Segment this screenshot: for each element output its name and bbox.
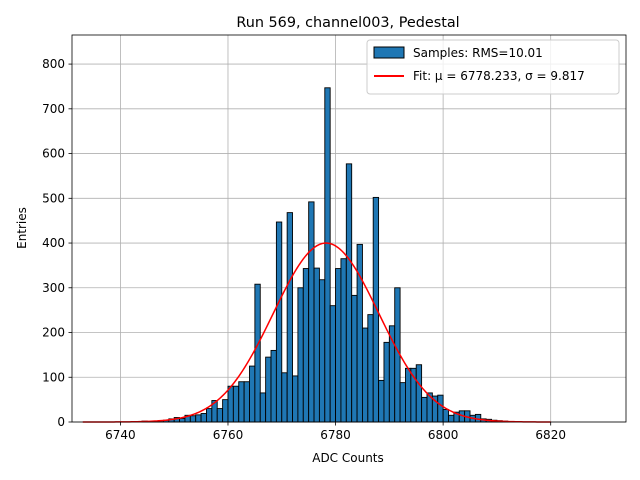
legend-histogram-patch — [373, 46, 405, 59]
histogram-bar — [216, 408, 224, 423]
histogram-bar — [308, 201, 315, 423]
histogram-bar — [340, 258, 347, 423]
y-axis-label: Entries — [15, 207, 29, 249]
y-tick-label: 700 — [42, 102, 65, 116]
histogram-bar — [206, 408, 213, 423]
histogram-bar — [302, 268, 310, 423]
histogram-bar — [324, 87, 331, 423]
histogram-bar — [292, 375, 299, 423]
histogram-bar — [286, 212, 293, 423]
histogram-bar — [351, 294, 358, 423]
y-tick-label: 500 — [42, 191, 65, 205]
histogram-bar — [195, 414, 202, 423]
histogram-bar — [405, 367, 412, 423]
histogram-bar — [222, 399, 229, 423]
x-tick-label: 6800 — [428, 428, 459, 442]
histogram-bar — [281, 372, 288, 423]
histogram-bar — [415, 364, 423, 423]
histogram-bar — [275, 221, 283, 423]
histogram-bar — [356, 243, 363, 423]
histogram-bar — [448, 414, 455, 423]
histogram-bar — [297, 287, 304, 423]
histogram-bar — [421, 396, 428, 423]
legend-histogram-label: Samples: RMS=10.01 — [413, 46, 543, 60]
x-tick-label: 6760 — [213, 428, 244, 442]
y-tick-label: 0 — [57, 415, 65, 429]
x-tick-label: 6740 — [105, 428, 136, 442]
histogram-bar — [189, 415, 197, 423]
histogram-bar — [345, 163, 353, 423]
histogram-bar — [378, 379, 385, 423]
y-tick-label: 300 — [42, 281, 65, 295]
x-axis-ticks: 6740 6760 6780 6800 6820 — [105, 422, 566, 442]
histogram-bar — [249, 365, 256, 423]
histogram-bar — [399, 382, 406, 423]
y-tick-label: 100 — [42, 370, 65, 384]
histogram-bar — [232, 385, 240, 423]
histogram-bar — [179, 417, 186, 423]
y-tick-label: 200 — [42, 326, 65, 340]
histogram-bar — [329, 305, 337, 423]
histogram-bar — [318, 279, 326, 423]
histogram-bar — [227, 385, 234, 423]
chart-title: Run 569, channel003, Pedestal — [236, 15, 459, 31]
histogram-bar — [265, 356, 272, 423]
histogram-bar — [254, 283, 261, 423]
histogram-bar — [367, 314, 374, 423]
histogram-bar — [270, 349, 277, 423]
histogram-bar — [313, 267, 320, 423]
histogram-bar — [259, 392, 267, 423]
histogram-bar — [361, 327, 369, 423]
y-tick-label: 800 — [42, 57, 65, 71]
legend: Samples: RMS=10.01 Fit: μ = 6778.233, σ … — [366, 39, 620, 95]
histogram-bar — [335, 268, 342, 423]
histogram-bar — [437, 394, 444, 423]
fit-curve — [82, 242, 551, 423]
histogram-bar — [442, 409, 449, 423]
x-axis-label: ADC Counts — [312, 451, 384, 465]
legend-box — [366, 39, 620, 95]
legend-fit-label: Fit: μ = 6778.233, σ = 9.817 — [413, 69, 585, 83]
x-tick-label: 6780 — [320, 428, 351, 442]
histogram-bar — [243, 381, 250, 423]
y-tick-label: 400 — [42, 236, 65, 250]
y-tick-label: 600 — [42, 147, 65, 161]
histogram-bar — [200, 413, 207, 423]
axes-frame — [71, 34, 627, 423]
y-axis-ticks: 0 100 200 300 400 500 600 700 800 — [42, 57, 72, 429]
histogram-bar — [238, 381, 245, 423]
histogram-bar — [383, 341, 390, 423]
plot-area: 6740 6760 6780 6800 6820 0 100 200 300 400 500 600… — [42, 34, 627, 442]
histogram-bars — [141, 87, 519, 423]
x-tick-label: 6820 — [535, 428, 566, 442]
